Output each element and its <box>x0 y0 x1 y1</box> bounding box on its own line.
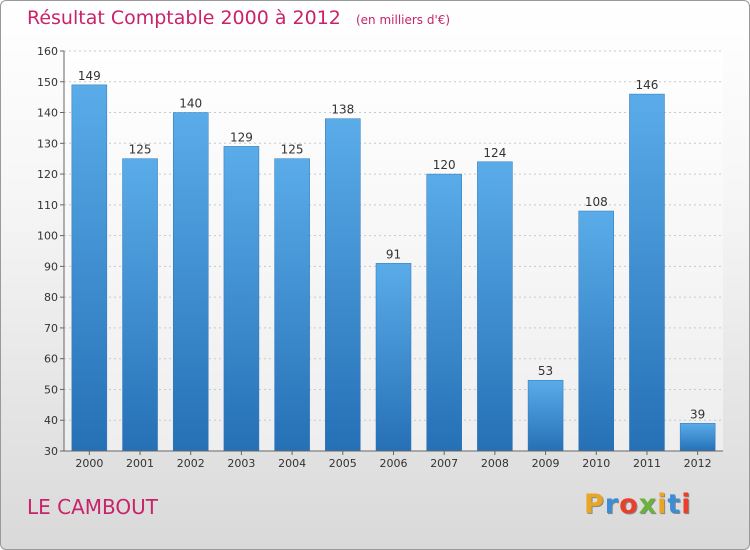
y-tick-label: 140 <box>37 107 58 120</box>
x-tick-label: 2010 <box>582 457 610 470</box>
bar <box>274 158 310 452</box>
logo-letter: o <box>619 489 639 520</box>
bar-value-label: 91 <box>386 247 401 261</box>
bar <box>223 146 260 452</box>
bar <box>71 84 108 452</box>
x-tick-label: 2006 <box>380 457 408 470</box>
y-tick-label: 40 <box>44 414 58 427</box>
bar <box>679 423 716 452</box>
y-tick-label: 30 <box>44 445 58 458</box>
bar-value-label: 149 <box>78 69 101 83</box>
bar <box>629 93 665 452</box>
logo-letter: P <box>584 489 605 520</box>
y-tick-label: 80 <box>44 291 58 304</box>
y-tick-label: 120 <box>37 168 58 181</box>
title-row: Résultat Comptable 2000 à 2012 (en milli… <box>27 7 450 29</box>
y-tick-label: 90 <box>44 260 58 273</box>
y-tick-label: 70 <box>44 322 58 335</box>
bar-value-label: 138 <box>331 103 354 117</box>
x-tick-label: 2005 <box>329 457 357 470</box>
x-tick-label: 2008 <box>481 457 509 470</box>
y-tick-label: 100 <box>37 230 58 243</box>
bar-value-label: 124 <box>483 146 506 160</box>
bars: 149 125 140 129 125 138 91 120 124 53 108 146 39 <box>71 69 716 452</box>
x-axis: 2000 2001 2002 2003 2004 2005 2006 2007 2008 2009… <box>64 450 723 470</box>
x-tick-label: 2009 <box>532 457 560 470</box>
logo-letter: i <box>657 489 668 520</box>
x-tick-label: 2011 <box>633 457 661 470</box>
bar-value-label: 140 <box>179 97 202 111</box>
bar <box>172 112 209 452</box>
bar <box>325 118 361 452</box>
y-tick-label: 150 <box>37 76 58 89</box>
y-tick-label: 160 <box>37 45 58 58</box>
y-tick-label: 50 <box>44 383 58 396</box>
x-tick-label: 2007 <box>430 457 458 470</box>
logo-letter: i <box>681 489 692 520</box>
bar-value-label: 125 <box>281 143 304 157</box>
x-tick-label: 2000 <box>75 457 103 470</box>
place-name: LE CAMBOUT <box>27 495 159 519</box>
bar-value-label: 39 <box>690 407 705 421</box>
y-tick-label: 60 <box>44 353 58 366</box>
proxiti-logo[interactable]: Proxiti <box>584 489 692 520</box>
y-tick-label: 130 <box>37 137 58 150</box>
x-tick-label: 2002 <box>177 457 205 470</box>
bar-value-label: 108 <box>585 195 608 209</box>
bar <box>527 379 564 452</box>
bar <box>477 161 513 452</box>
bar-value-label: 120 <box>433 158 456 172</box>
logo-letter: t <box>667 489 682 520</box>
chart-unit: (en milliers d'€) <box>355 13 451 27</box>
x-tick-label: 2004 <box>278 457 306 470</box>
bar-value-label: 129 <box>230 130 253 144</box>
x-tick-label: 2012 <box>684 457 712 470</box>
bar-value-label: 125 <box>129 143 152 157</box>
bar-value-label: 146 <box>636 78 659 92</box>
chart-title: Résultat Comptable 2000 à 2012 <box>27 7 341 29</box>
logo-letter: x <box>638 489 658 520</box>
bar <box>375 263 412 452</box>
y-axis: 30 40 50 60 70 80 90 100 110 120 130 140 150 160 <box>37 45 65 458</box>
logo-letter: r <box>604 489 620 520</box>
bar-value-label: 53 <box>538 364 553 378</box>
bar <box>578 210 615 452</box>
y-tick-label: 110 <box>37 199 58 212</box>
bar <box>122 158 158 452</box>
x-tick-label: 2001 <box>126 457 154 470</box>
x-tick-label: 2003 <box>227 457 255 470</box>
bar <box>426 173 462 452</box>
